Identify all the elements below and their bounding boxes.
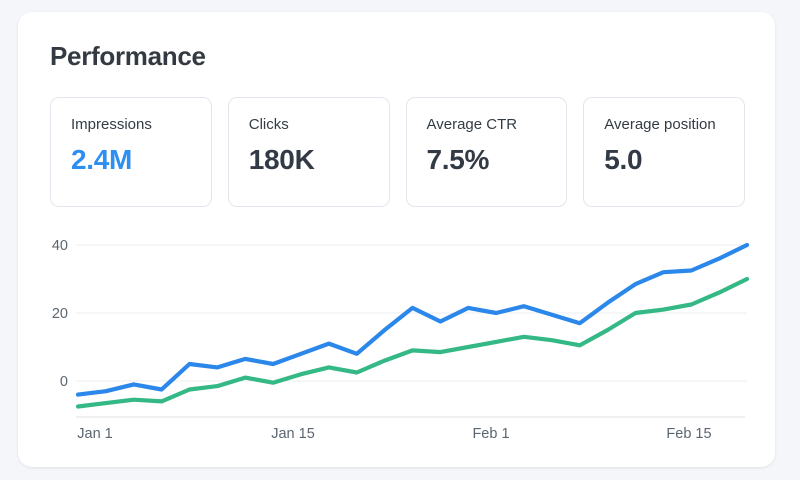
chart-line-blue-line xyxy=(75,242,750,397)
stat-label: Average position xyxy=(604,116,716,133)
x-axis-tick-label: Jan 1 xyxy=(77,426,112,442)
stat-value: 5.0 xyxy=(604,144,643,175)
x-axis-tick-label: Feb 15 xyxy=(666,426,711,442)
y-axis-tick-label: 0 xyxy=(60,374,68,390)
y-axis-tick-label: 20 xyxy=(52,306,68,322)
stat-card-clicks[interactable]: Clicks 180K xyxy=(227,97,390,207)
stat-card-average-ctr[interactable]: Average CTR 7.5% xyxy=(405,97,568,207)
stat-value: 180K xyxy=(248,144,315,175)
stat-value: 2.4M xyxy=(71,144,133,175)
stat-card-average-position[interactable]: Average position 5.0 xyxy=(583,97,745,207)
performance-chart[interactable]: 0 20 40 Jan 1 Jan 15 Feb 1 Feb 15 xyxy=(18,232,775,446)
stat-value: 7.5% xyxy=(426,144,490,175)
stat-label: Impressions xyxy=(71,116,152,133)
page-title: Performance xyxy=(50,41,206,71)
line-chart-canvas[interactable]: 0 20 40 Jan 1 Jan 15 Feb 1 Feb 15 xyxy=(18,232,775,446)
stat-label: Average CTR xyxy=(426,116,518,133)
y-axis-tick-label: 40 xyxy=(52,238,68,254)
chart-line-green-line xyxy=(75,276,750,409)
x-axis-tick-label: Jan 15 xyxy=(271,426,315,442)
performance-panel: Performance Impressions 2.4M Clicks 180K… xyxy=(18,12,775,467)
stats-row: Impressions 2.4M Clicks 180K Average CTR… xyxy=(50,97,745,207)
stat-card-impressions[interactable]: Impressions 2.4M xyxy=(50,97,212,207)
x-axis-tick-label: Feb 1 xyxy=(472,426,509,442)
stat-label: Clicks xyxy=(248,116,289,133)
